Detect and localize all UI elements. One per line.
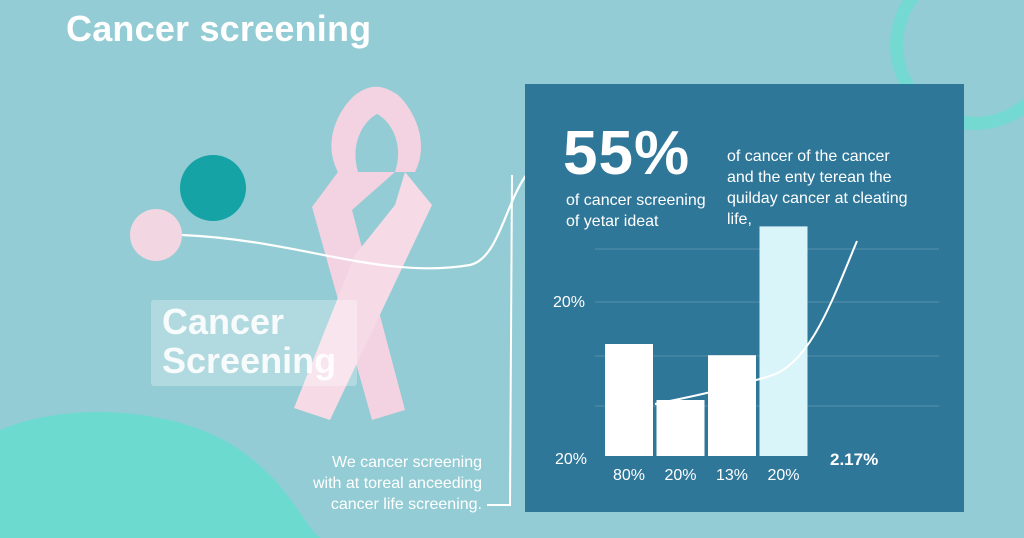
bar — [605, 344, 653, 456]
caption-text: We cancer screening with at toreal ancee… — [313, 454, 482, 513]
x-tick-label: 20% — [767, 467, 799, 484]
end-value-label: 2.17% — [830, 450, 878, 469]
page-title: Cancer screening — [66, 8, 372, 49]
x-tick-label: 20% — [664, 467, 696, 484]
bar-chart: 80% 20% 13% 20% 20% 20% 2.17% — [553, 226, 939, 484]
x-tick-label: 80% — [613, 467, 645, 484]
label-box — [151, 300, 357, 386]
stat-description: of cancer screening of yetar ideat — [566, 192, 706, 230]
cancer-screening-label: Cancer Screening — [162, 301, 337, 381]
side-description: of cancer of the cancer and the enty ter… — [727, 148, 908, 228]
y-tick-label: 20% — [555, 451, 587, 468]
bar — [656, 400, 705, 456]
connector-line — [181, 166, 561, 270]
caption-connector-line — [487, 174, 513, 506]
x-tick-label: 13% — [716, 467, 748, 484]
awareness-ribbon-icon — [294, 86, 432, 420]
teal-dot — [180, 155, 246, 221]
trend-line — [654, 240, 858, 405]
mint-wave-shape — [0, 411, 320, 538]
bar — [708, 355, 756, 456]
big-stat: 55% — [563, 119, 691, 188]
bar — [759, 226, 808, 456]
y-tick-label: 20% — [553, 294, 585, 311]
pink-dot — [130, 209, 182, 261]
